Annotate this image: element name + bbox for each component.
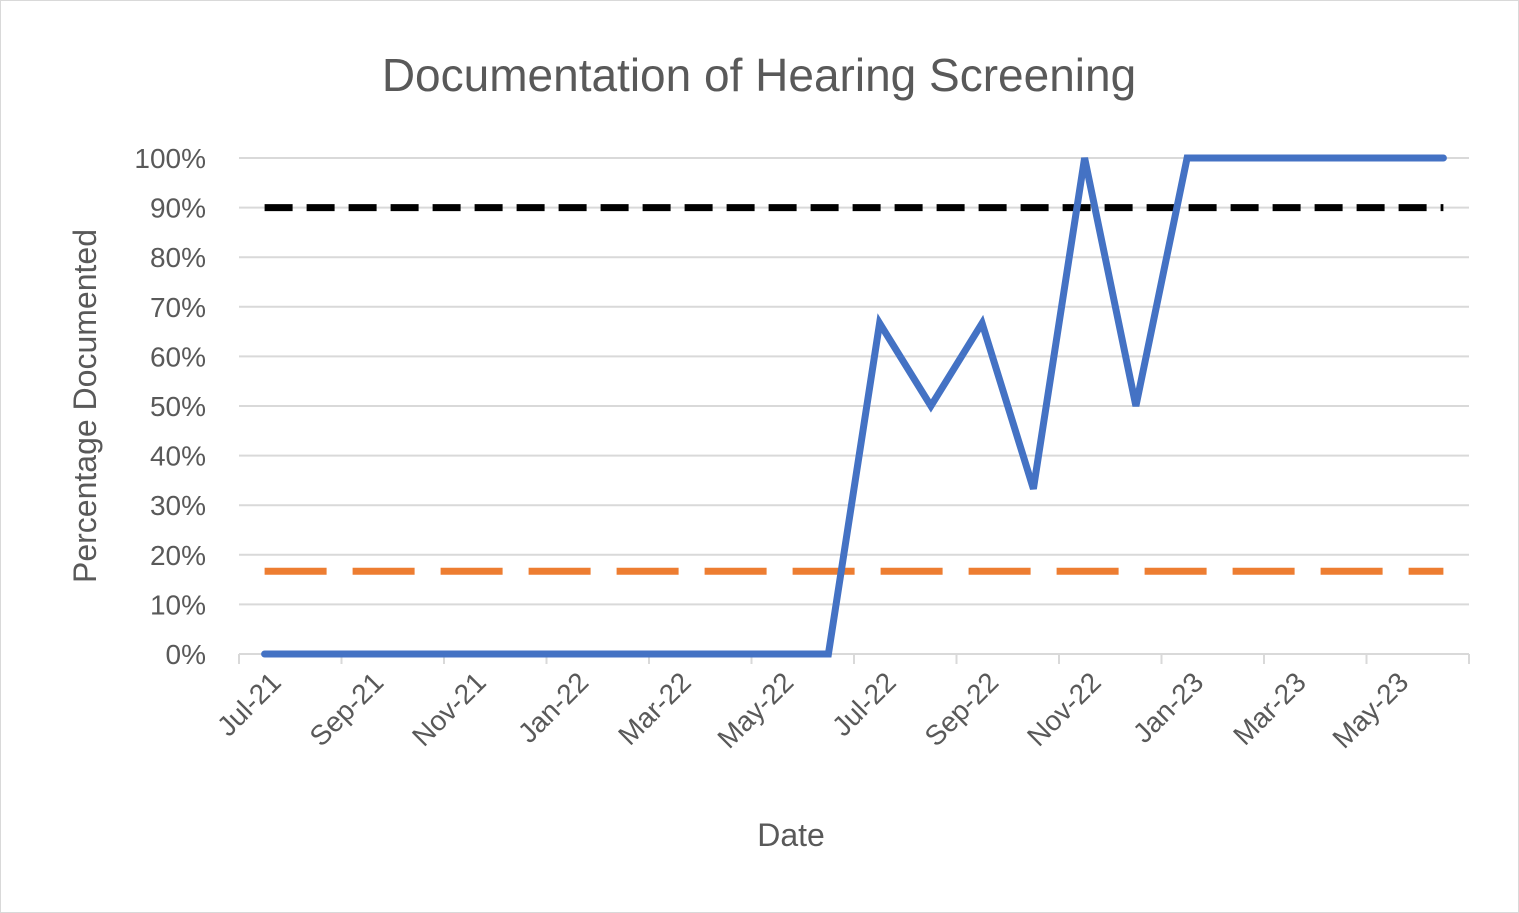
x-tick-label: Nov-21 <box>406 666 492 752</box>
y-tick-label: 40% <box>150 441 206 472</box>
x-tick-label: Nov-22 <box>1021 666 1107 752</box>
y-tick-label: 20% <box>150 540 206 571</box>
y-tick-label: 30% <box>150 490 206 521</box>
x-tick-label: Jul-22 <box>826 666 902 742</box>
y-axis-ticks: 0% 10% 20% 30% 40% 50% 60% 70% 80% 90% 100% <box>134 143 206 670</box>
x-axis: Jul-21 Sep-21 Nov-21 Jan-22 Mar-22 May-22 Jul-… <box>211 653 1470 754</box>
y-tick-label: 0% <box>166 639 206 670</box>
x-tick-label: Jan-23 <box>1127 666 1209 748</box>
chart-title: Documentation of Hearing Screening <box>382 49 1136 101</box>
x-tick-label: Sep-21 <box>304 666 390 752</box>
y-tick-label: 70% <box>150 292 206 323</box>
x-tick-label: Mar-22 <box>612 666 697 751</box>
y-tick-label: 100% <box>134 143 206 174</box>
y-axis-title: Percentage Documented <box>67 229 103 583</box>
y-tick-label: 50% <box>150 391 206 422</box>
x-tick-label: May-23 <box>1326 666 1414 754</box>
x-tick-label: Mar-23 <box>1227 666 1312 751</box>
y-tick-label: 80% <box>150 242 206 273</box>
x-tick-label: Jan-22 <box>512 666 594 748</box>
y-tick-label: 90% <box>150 193 206 224</box>
x-tick-label: Jul-21 <box>211 666 287 742</box>
y-tick-label: 10% <box>150 589 206 620</box>
x-tick-label: Sep-22 <box>919 666 1005 752</box>
y-tick-label: 60% <box>150 341 206 372</box>
series-lines <box>261 154 1447 658</box>
gridlines <box>239 157 1469 606</box>
series-line-0 <box>261 154 1447 658</box>
x-tick-label: May-22 <box>711 666 799 754</box>
x-axis-title: Date <box>757 817 825 853</box>
